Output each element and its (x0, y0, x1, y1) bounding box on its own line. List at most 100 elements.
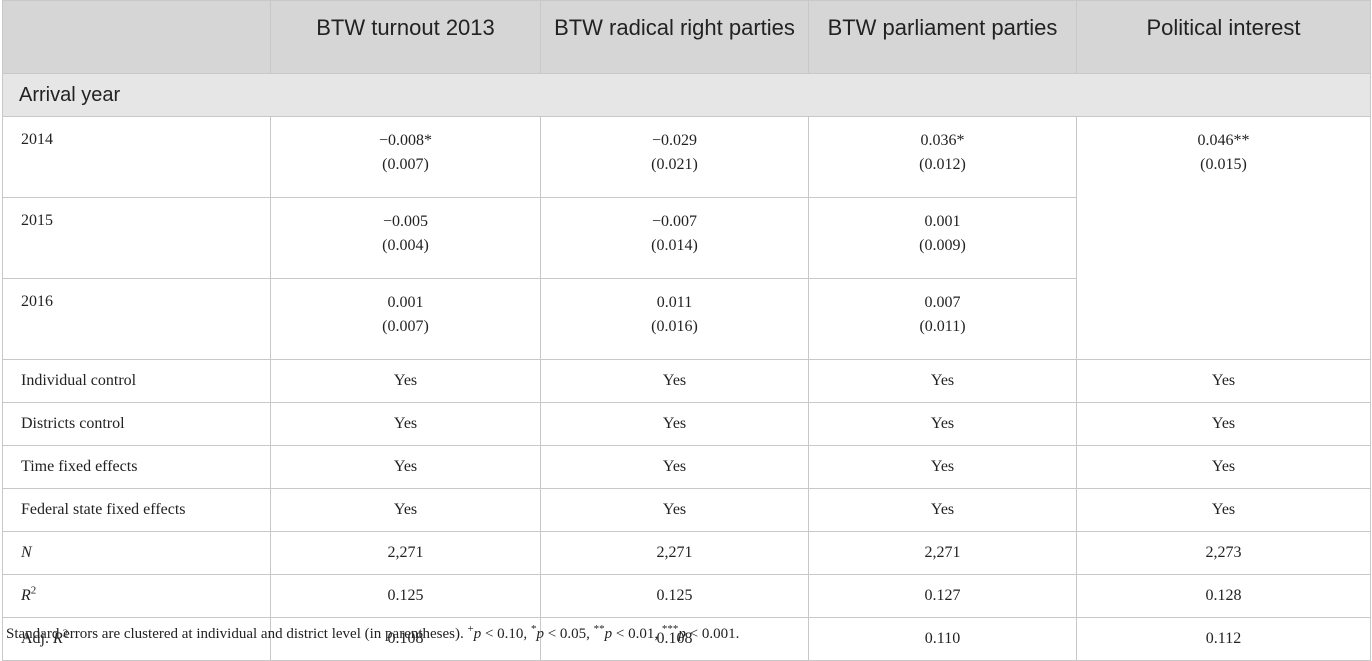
n-label: N (21, 544, 32, 561)
row-label: 2016 (2, 278, 271, 360)
sig-condition: < 0.05, (543, 626, 590, 642)
sig-mark: ** (593, 623, 605, 635)
group-row: Arrival year (2, 73, 1371, 117)
std-error: (0.021) (651, 156, 698, 173)
coef-cell: −0.029 (0.021) (540, 116, 809, 198)
header-row: BTW turnout 2013 BTW radical right parti… (2, 0, 1371, 74)
sig-mark: *** (661, 623, 679, 635)
row-label: Federal state fixed effects (2, 488, 271, 532)
cell: Yes (270, 402, 541, 446)
row-label: 2015 (2, 197, 271, 279)
table-row: N 2,271 2,271 2,271 2,273 (2, 531, 1371, 575)
sig-condition: < 0.001. (685, 626, 740, 642)
cell: Yes (540, 402, 809, 446)
table-row: 2016 0.001 (0.007) 0.011 (0.016) 0.007 (0.0… (2, 278, 1371, 360)
table-row: Districts control Yes Yes Yes Yes (2, 402, 1371, 446)
cell: 0.127 (808, 574, 1077, 618)
row-label: R2 (2, 574, 271, 618)
cell: Yes (270, 359, 541, 403)
coef-cell: 0.036* (0.012) (808, 116, 1077, 198)
cell: 0.128 (1076, 574, 1371, 618)
cell: 0.125 (540, 574, 809, 618)
table-row: 2014 −0.008* (0.007) −0.029 (0.021) 0.036*… (2, 116, 1371, 360)
sig-mark: * (530, 623, 537, 635)
coef-cell: 0.007 (0.011) (808, 278, 1077, 360)
estimate: 0.001 (387, 294, 424, 311)
sig-condition: < 0.10, (481, 626, 528, 642)
coef-cell: 0.001 (0.009) (808, 197, 1077, 279)
estimate: 0.046** (1197, 132, 1250, 149)
std-error: (0.007) (382, 156, 429, 173)
cell: 2,271 (270, 531, 541, 575)
estimate: 0.036* (920, 132, 965, 149)
footnote-text: Standard errors are clustered at individ… (6, 626, 464, 642)
sig-condition: < 0.01, (612, 626, 659, 642)
estimate: 0.011 (656, 294, 693, 311)
header-stub (2, 0, 271, 74)
cell: Yes (270, 488, 541, 532)
table-row: 2015 −0.005 (0.004) −0.007 (0.014) 0.001 (0… (2, 197, 1371, 279)
estimate: −0.005 (382, 213, 429, 230)
coef-cell: −0.005 (0.004) (270, 197, 541, 279)
p-symbol: p (678, 626, 686, 642)
row-label: 2014 (2, 116, 271, 198)
adj-r2-label: R (53, 630, 63, 647)
coef-cell: 0.011 (0.016) (540, 278, 809, 360)
std-error: (0.012) (919, 156, 966, 173)
coef-cell-political-interest: 0.046** (0.015) (1076, 116, 1371, 360)
std-error: (0.011) (919, 318, 966, 335)
table-footnote: Standard errors are clustered at individ… (6, 623, 740, 643)
adj-r2-superscript: 2 (62, 627, 69, 640)
std-error: (0.004) (382, 237, 429, 254)
estimate: −0.007 (651, 213, 698, 230)
table-row: Time fixed effects Yes Yes Yes Yes (2, 445, 1371, 489)
coef-cell: −0.008* (0.007) (270, 116, 541, 198)
header-parliament-parties: BTW parliament parties (808, 0, 1077, 74)
cell: 0.125 (270, 574, 541, 618)
cell: 2,271 (540, 531, 809, 575)
cell: Yes (1076, 359, 1371, 403)
table-row: R2 0.125 0.125 0.127 0.128 (2, 574, 1371, 618)
estimate: 0.007 (924, 294, 961, 311)
p-symbol: p (536, 626, 544, 642)
std-error: (0.015) (1200, 156, 1247, 173)
header-btw-turnout: BTW turnout 2013 (270, 0, 541, 74)
r2-label: R (21, 587, 31, 604)
cell: Yes (540, 359, 809, 403)
cell: 2,271 (808, 531, 1077, 575)
r2-superscript: 2 (30, 584, 37, 597)
cell: Yes (540, 445, 809, 489)
adj-prefix: Adj. (21, 630, 53, 647)
cell: Yes (808, 445, 1077, 489)
table-row: Federal state fixed effects Yes Yes Yes … (2, 488, 1371, 532)
cell: Yes (540, 488, 809, 532)
std-error: (0.014) (651, 237, 698, 254)
estimate: −0.008* (378, 132, 433, 149)
cell: 0.110 (808, 617, 1077, 661)
cell: Yes (808, 359, 1077, 403)
cell: 2,273 (1076, 531, 1371, 575)
row-label: Time fixed effects (2, 445, 271, 489)
group-label-arrival-year: Arrival year (2, 73, 1371, 117)
cell: Yes (1076, 445, 1371, 489)
row-label: N (2, 531, 271, 575)
cell: Yes (270, 445, 541, 489)
std-error: (0.016) (651, 318, 698, 335)
p-symbol: p (604, 626, 613, 642)
estimate: 0.001 (924, 213, 961, 230)
header-radical-right: BTW radical right parties (540, 0, 809, 74)
cell: Yes (808, 402, 1077, 446)
p-symbol: p (473, 626, 482, 642)
row-label: Individual control (2, 359, 271, 403)
coef-cell: 0.001 (0.007) (270, 278, 541, 360)
std-error: (0.009) (919, 237, 966, 254)
coef-cell: −0.007 (0.014) (540, 197, 809, 279)
cell: Yes (1076, 488, 1371, 532)
row-label: Districts control (2, 402, 271, 446)
std-error: (0.007) (382, 318, 429, 335)
sig-mark: + (467, 623, 474, 635)
cell: Yes (1076, 402, 1371, 446)
estimate: −0.029 (651, 132, 698, 149)
